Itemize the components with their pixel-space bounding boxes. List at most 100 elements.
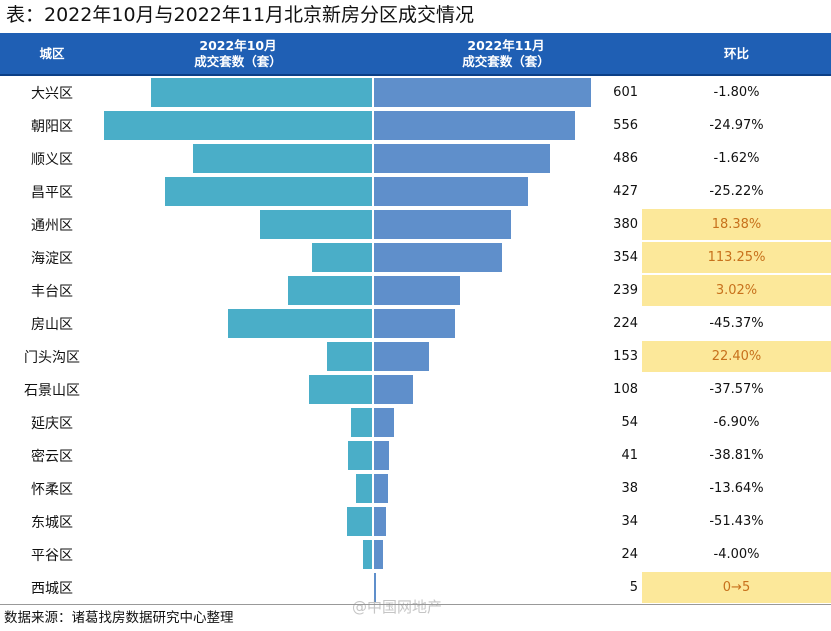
header-october-line1: 2022年10月 xyxy=(199,37,277,53)
table-row: 昌平区 427 -25.22% xyxy=(0,175,831,208)
bar-november xyxy=(374,375,413,404)
table-row: 怀柔区 38 -13.64% xyxy=(0,472,831,505)
table-row: 密云区 41 -38.81% xyxy=(0,439,831,472)
bar-october xyxy=(312,243,372,272)
table-row: 顺义区 486 -1.62% xyxy=(0,142,831,175)
header-change-label: 环比 xyxy=(723,45,749,61)
header-change: 环比 xyxy=(642,33,831,74)
november-value-label: 239 xyxy=(613,283,638,298)
change-value: -25.22% xyxy=(709,184,764,199)
district-label: 东城区 xyxy=(31,514,73,531)
district-label: 丰台区 xyxy=(31,283,73,300)
november-value-label: 108 xyxy=(613,382,638,397)
november-value-label: 153 xyxy=(613,349,638,364)
change-value: -4.00% xyxy=(713,547,760,562)
table-row: 东城区 34 -51.43% xyxy=(0,505,831,538)
footer-divider xyxy=(0,604,831,605)
change-value: -37.57% xyxy=(709,382,764,397)
bar-november xyxy=(374,408,394,437)
bar-october xyxy=(347,507,372,536)
bar-october xyxy=(363,540,372,569)
header-november: 2022年11月 成交套数（套） xyxy=(372,33,640,74)
district-label: 房山区 xyxy=(31,316,73,333)
change-value: 3.02% xyxy=(642,275,831,306)
november-value-label: 5 xyxy=(629,580,638,595)
table-header: 城区 2022年10月 成交套数（套） 2022年11月 成交套数（套） 环比 xyxy=(0,33,831,74)
november-value-label: 38 xyxy=(621,481,638,496)
change-value: 0→5 xyxy=(642,572,831,603)
table-row: 大兴区 601 -1.80% xyxy=(0,76,831,109)
bar-november xyxy=(374,111,575,140)
bar-november xyxy=(374,342,429,371)
header-november-line1: 2022年11月 xyxy=(467,37,545,53)
district-label: 延庆区 xyxy=(31,415,73,432)
district-label: 石景山区 xyxy=(24,382,80,399)
header-october-line2: 成交套数（套） xyxy=(194,53,282,69)
district-label: 顺义区 xyxy=(31,151,73,168)
change-value: -51.43% xyxy=(709,514,764,529)
table-row: 房山区 224 -45.37% xyxy=(0,307,831,340)
november-value-label: 34 xyxy=(621,514,638,529)
table-row: 丰台区 239 3.02% xyxy=(0,274,831,307)
table-row: 西城区 5 0→5 xyxy=(0,571,831,604)
header-district-label: 城区 xyxy=(39,45,65,61)
change-value: -6.90% xyxy=(713,415,760,430)
change-value: 18.38% xyxy=(642,209,831,240)
header-november-line2: 成交套数（套） xyxy=(462,53,550,69)
november-value-label: 24 xyxy=(621,547,638,562)
table-row: 延庆区 54 -6.90% xyxy=(0,406,831,439)
change-value: -1.80% xyxy=(713,85,760,100)
november-value-label: 486 xyxy=(613,151,638,166)
bar-november xyxy=(374,309,455,338)
bar-october xyxy=(288,276,372,305)
change-value: -38.81% xyxy=(709,448,764,463)
bar-october xyxy=(348,441,372,470)
bar-november xyxy=(374,78,591,107)
header-district: 城区 xyxy=(0,33,104,74)
bar-october xyxy=(193,144,372,173)
table-row: 门头沟区 153 22.40% xyxy=(0,340,831,373)
bar-october xyxy=(260,210,372,239)
bar-october xyxy=(165,177,372,206)
november-value-label: 224 xyxy=(613,316,638,331)
bar-october xyxy=(351,408,372,437)
bar-october xyxy=(151,78,372,107)
page-title: 表：2022年10月与2022年11月北京新房分区成交情况 xyxy=(6,4,475,26)
bar-november xyxy=(374,441,389,470)
district-label: 朝阳区 xyxy=(31,118,73,135)
bar-october xyxy=(104,111,372,140)
november-value-label: 427 xyxy=(613,184,638,199)
november-value-label: 54 xyxy=(621,415,638,430)
bar-october xyxy=(309,375,372,404)
bar-october xyxy=(228,309,372,338)
district-label: 怀柔区 xyxy=(31,481,73,498)
table-row: 海淀区 354 113.25% xyxy=(0,241,831,274)
table-row: 石景山区 108 -37.57% xyxy=(0,373,831,406)
change-value: 113.25% xyxy=(642,242,831,273)
bar-november xyxy=(374,177,528,206)
bar-november xyxy=(374,243,502,272)
november-value-label: 41 xyxy=(621,448,638,463)
table-row: 平谷区 24 -4.00% xyxy=(0,538,831,571)
november-value-label: 354 xyxy=(613,250,638,265)
district-label: 通州区 xyxy=(31,217,73,234)
bar-november xyxy=(374,507,386,536)
source-note: 数据来源：诸葛找房数据研究中心整理 xyxy=(4,610,234,626)
table-row: 朝阳区 556 -24.97% xyxy=(0,109,831,142)
change-value: -24.97% xyxy=(709,118,764,133)
november-value-label: 601 xyxy=(613,85,638,100)
bar-november xyxy=(374,540,383,569)
bar-october xyxy=(356,474,372,503)
district-label: 密云区 xyxy=(31,448,73,465)
november-value-label: 556 xyxy=(613,118,638,133)
district-label: 西城区 xyxy=(31,580,73,597)
table-row: 通州区 380 18.38% xyxy=(0,208,831,241)
district-label: 昌平区 xyxy=(31,184,73,201)
change-value: -13.64% xyxy=(709,481,764,496)
bar-november xyxy=(374,276,460,305)
bar-november xyxy=(374,573,376,602)
header-october: 2022年10月 成交套数（套） xyxy=(104,33,372,74)
district-label: 海淀区 xyxy=(31,250,73,267)
change-value: -1.62% xyxy=(713,151,760,166)
change-value: -45.37% xyxy=(709,316,764,331)
